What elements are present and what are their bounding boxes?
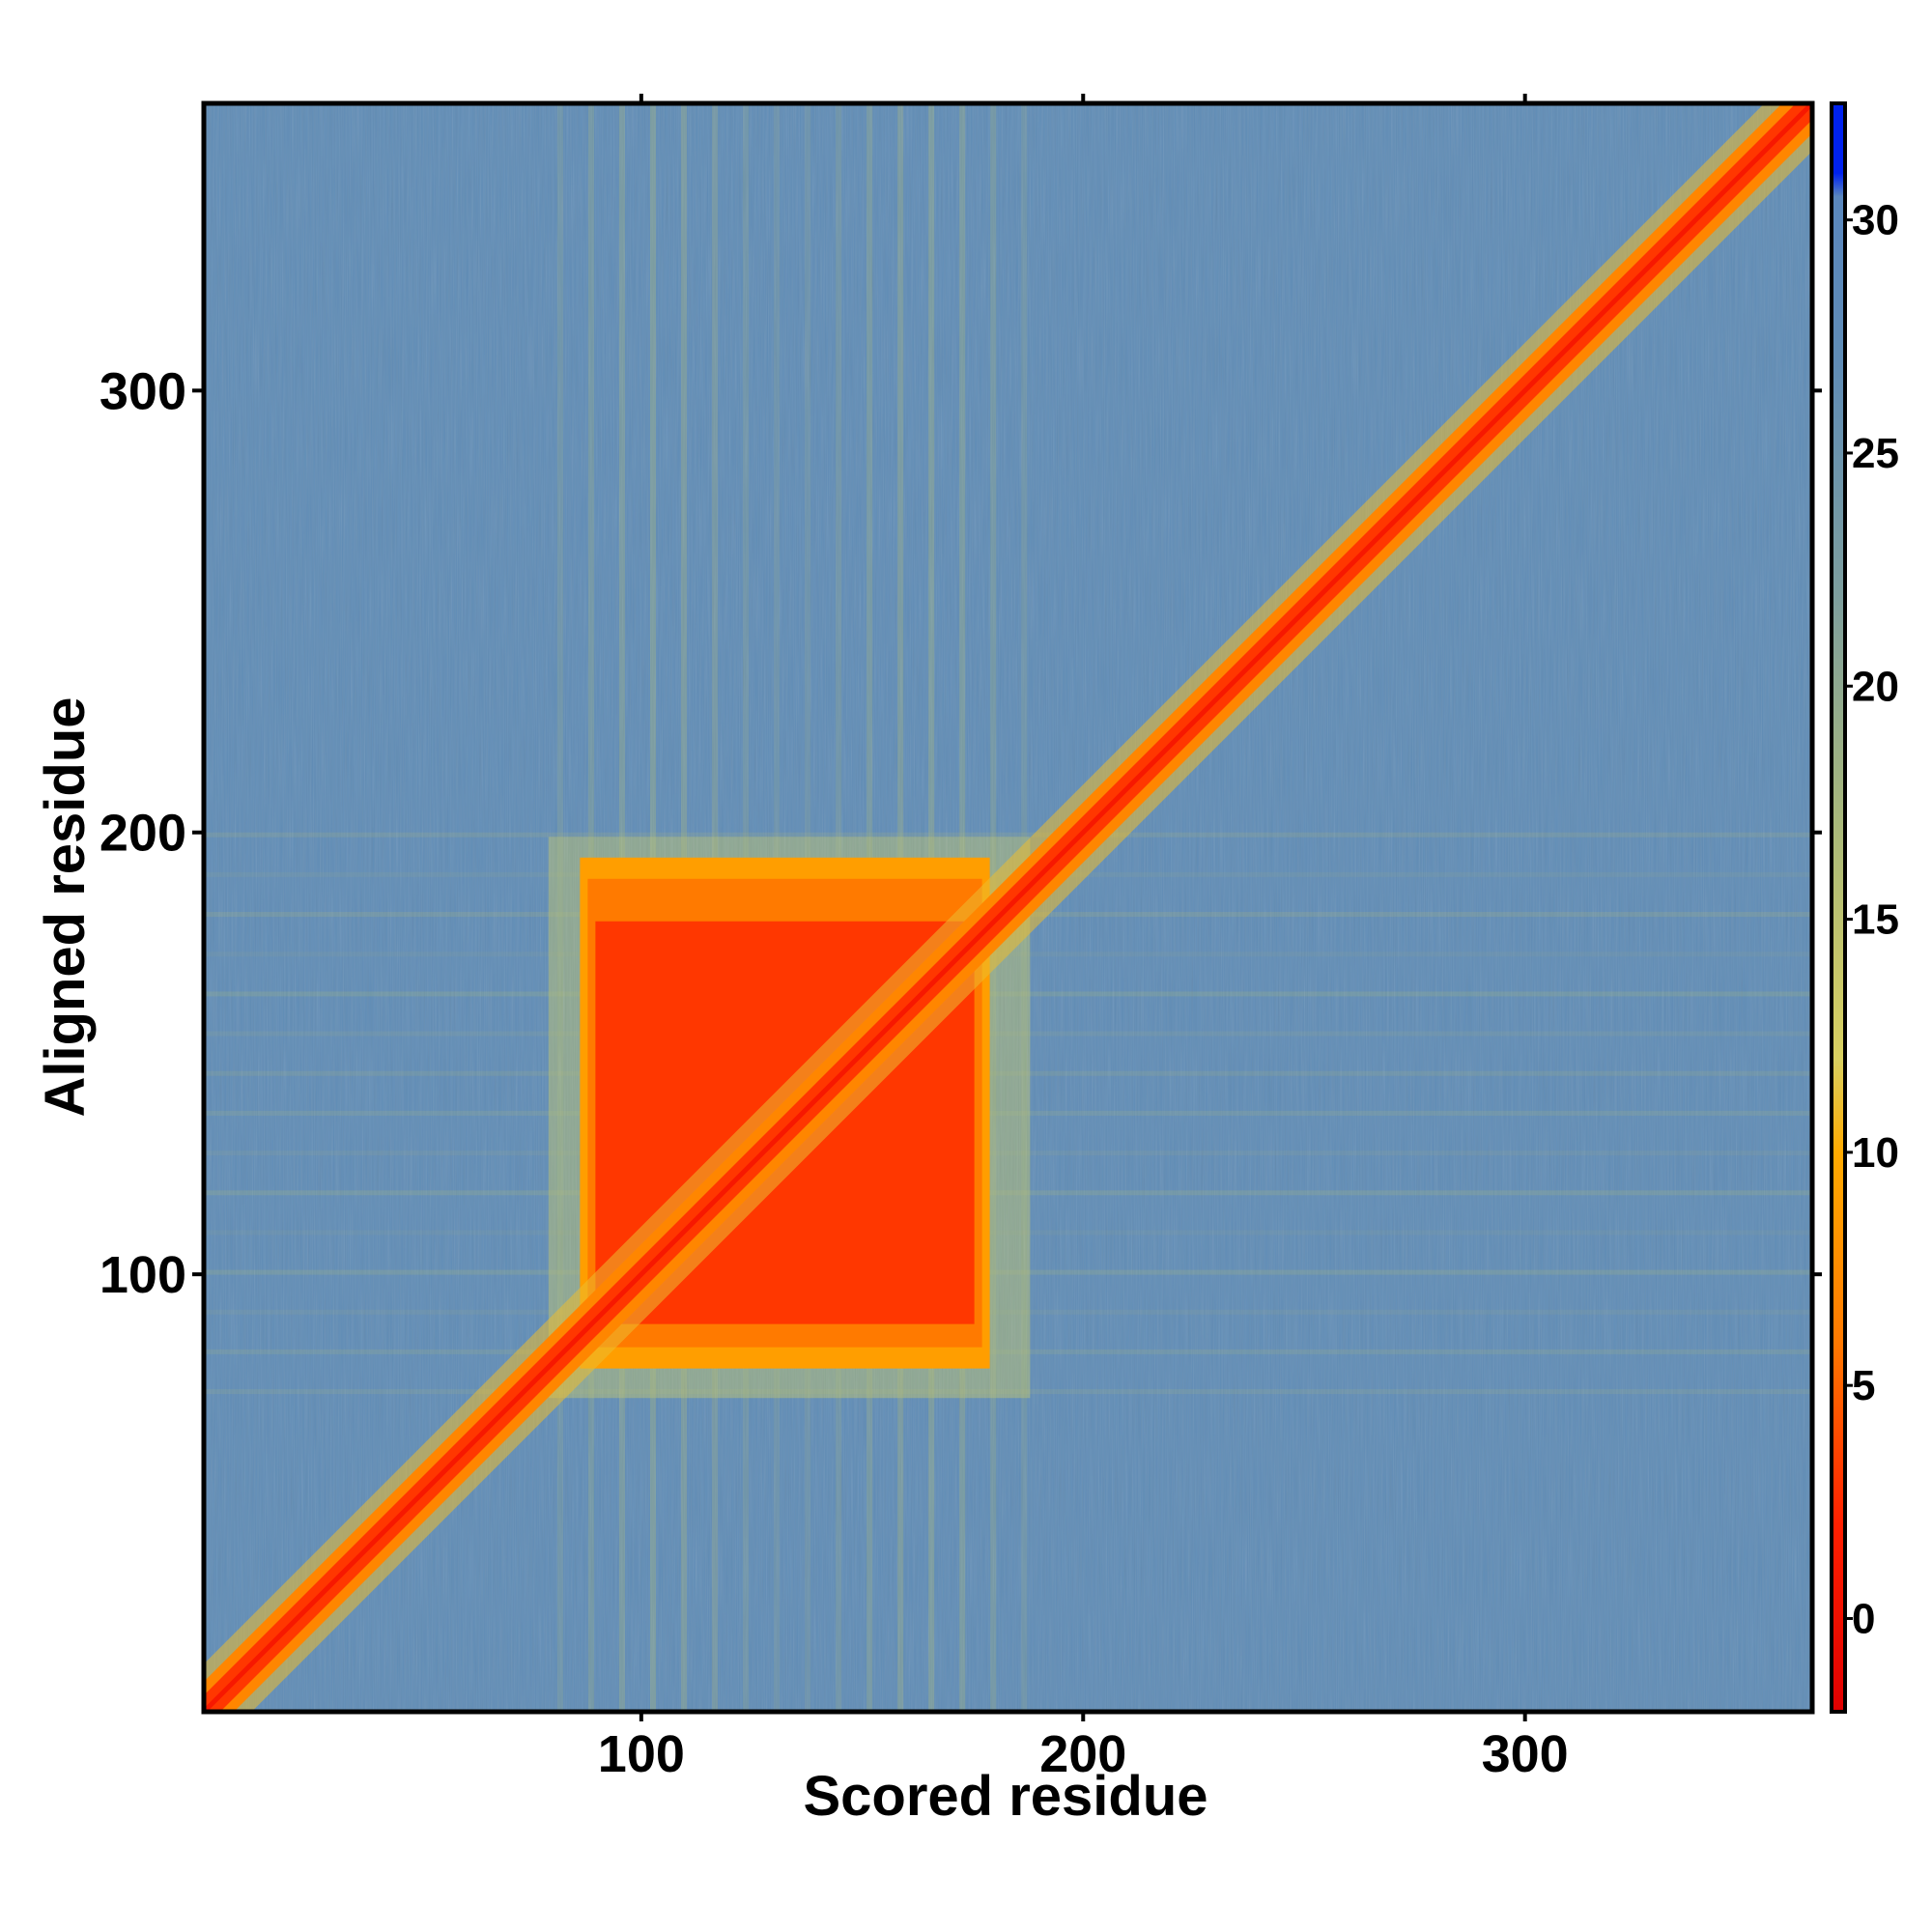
colorbar-tick-label: 25: [1852, 430, 1899, 477]
colorbar-tick-label: 15: [1852, 896, 1899, 944]
diagonal-band: [204, 103, 1812, 1712]
x-axis-ticks: 100 200 300: [598, 94, 1569, 1783]
x-tick-label: 100: [598, 1725, 685, 1783]
diagonal-line: [204, 103, 1812, 1712]
plot-frame: [201, 100, 1815, 1715]
heatmap-area: [204, 103, 1812, 1712]
x-axis-label: Scored residue: [803, 1765, 1208, 1828]
colorbar-ticks: 0 5 10 15 20 25 30: [1845, 197, 1899, 1642]
y-axis-ticks: 100 200 300: [99, 362, 1822, 1304]
colorbar-tick-label: 5: [1852, 1362, 1875, 1409]
colorbar-tick-label: 10: [1852, 1129, 1899, 1177]
colorbar-tick-label: 20: [1852, 663, 1899, 710]
y-tick-label: 100: [99, 1246, 186, 1304]
colorbar: 0 5 10 15 20 25 30: [1830, 101, 1899, 1714]
colorbar-scale: [1830, 101, 1847, 1714]
colorbar-tick-label: 30: [1852, 197, 1899, 244]
x-tick-label: 300: [1482, 1725, 1569, 1783]
colorbar-tick-label: 0: [1852, 1595, 1875, 1642]
x-tick-label: 200: [1039, 1725, 1126, 1783]
y-axis-label: Aligned residue: [34, 696, 97, 1117]
y-tick-label: 300: [99, 362, 186, 420]
y-tick-label: 200: [99, 805, 186, 863]
